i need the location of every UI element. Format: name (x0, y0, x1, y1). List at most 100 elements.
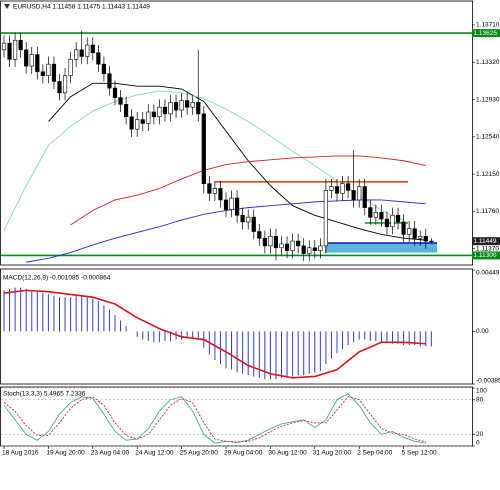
histogram-bar (103, 305, 105, 332)
y-tick-label: 1.13320 (476, 59, 500, 66)
candle-body (368, 207, 373, 218)
histogram-bar (158, 331, 160, 343)
histogram-bar (342, 331, 344, 350)
histogram-bar (397, 331, 399, 344)
candle-body (196, 102, 201, 115)
candle-body (157, 106, 162, 118)
histogram-bar (258, 331, 260, 378)
histogram-bar (347, 331, 349, 346)
price-panel (0, 0, 473, 266)
histogram-bar (225, 331, 227, 369)
histogram-bar (20, 287, 22, 332)
histogram-bar (330, 331, 332, 359)
candle-body (62, 75, 68, 94)
histogram-bar (408, 331, 410, 346)
candle-body (284, 243, 290, 251)
histogram-bar (375, 331, 377, 341)
histogram-bar (319, 331, 321, 372)
histogram-bar (170, 331, 171, 341)
y-tick-label: 1.12150 (476, 171, 500, 178)
histogram-bar (219, 331, 221, 365)
histogram-bar (70, 297, 72, 332)
histogram-bar (325, 331, 327, 365)
candle-body (362, 186, 367, 208)
candle-body (18, 39, 23, 51)
candle-body (395, 214, 401, 223)
y-tick-label: 1.11370 (476, 245, 499, 252)
candle-body (151, 111, 156, 118)
candle-body (357, 186, 362, 201)
histogram-bar (9, 289, 11, 332)
y-tick-label: 100 (476, 388, 487, 395)
candle-body (112, 87, 118, 98)
level-tag (472, 251, 500, 260)
histogram-bar (36, 291, 38, 332)
candle-body (168, 102, 173, 115)
candle-body (296, 240, 301, 247)
candle-body (429, 240, 434, 243)
histogram-bar (114, 314, 116, 332)
level-label: 1.13625 (474, 30, 498, 37)
candle-body (173, 102, 179, 111)
y-tick-label: 1.12540 (476, 134, 500, 141)
x-tick-label: 25 Aug 20:00 (180, 450, 219, 457)
candle-body (379, 212, 384, 220)
histogram-bar (3, 290, 5, 332)
candle-body (257, 231, 262, 239)
candle-body (279, 243, 284, 249)
histogram-bar (75, 295, 77, 332)
histogram-bar (136, 331, 138, 337)
candle-body (129, 116, 134, 130)
candle-body (407, 228, 412, 235)
candle-body (262, 237, 267, 247)
histogram-bar (231, 331, 233, 370)
candle-body (179, 100, 184, 111)
histogram-bar (253, 331, 255, 377)
indicator-line (3, 393, 426, 444)
y-tick-label: -0.00385 (476, 378, 500, 385)
candle-body (401, 221, 406, 235)
price-tag (472, 237, 500, 246)
histogram-bar (53, 295, 55, 332)
level-label: 1.11300 (474, 252, 497, 259)
candle-body (235, 197, 240, 216)
candle-body (212, 188, 218, 194)
histogram-bar (419, 331, 421, 347)
y-tick-label: 80 (476, 396, 484, 403)
indicator-line (70, 155, 426, 226)
histogram-bar (275, 331, 277, 380)
x-tick-label: 5 Sep 12:00 (402, 450, 437, 457)
histogram-bar (303, 331, 305, 376)
candle-body (24, 49, 29, 67)
histogram-bar (247, 331, 249, 376)
y-tick-label: 20 (476, 431, 484, 438)
candle-body (207, 183, 212, 194)
histogram-bar (86, 297, 88, 332)
x-tick-label: 18 Aug 2016 (2, 450, 39, 457)
candle-body (135, 119, 140, 130)
candle-body (190, 102, 195, 108)
candle-body (423, 236, 428, 242)
candle-body (57, 81, 62, 94)
histogram-bar (403, 331, 405, 346)
candle-body (46, 63, 51, 76)
candle-body (201, 113, 206, 185)
histogram-bar (147, 331, 149, 341)
stoch-panel (0, 386, 473, 447)
candle-body (384, 218, 390, 228)
histogram-bar (236, 331, 238, 373)
histogram-bar (142, 331, 144, 340)
histogram-bar (81, 295, 83, 332)
candle-body (318, 245, 323, 251)
candle-body (290, 240, 295, 251)
y-tick-label: 1.13710 (476, 22, 500, 29)
x-tick-label: 31 Aug 20:00 (313, 450, 352, 457)
candle-body (373, 212, 378, 218)
histogram-bar (31, 290, 33, 332)
histogram-bar (120, 320, 122, 332)
candle-body (74, 49, 79, 60)
y-tick-label: 0.00 (476, 328, 489, 335)
histogram-bar (314, 331, 316, 373)
level-tag (472, 29, 500, 38)
candle-body (85, 44, 90, 57)
